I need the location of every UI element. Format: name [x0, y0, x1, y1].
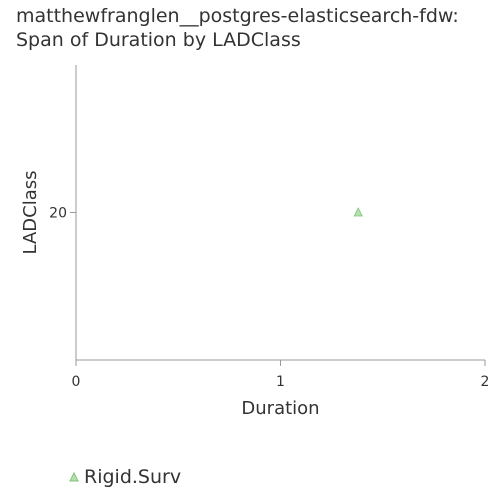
- x-tick-label: 0: [72, 374, 81, 390]
- data-points: [353, 207, 363, 217]
- chart-title: matthewfranglen__postgres-elasticsearch-…: [16, 4, 496, 52]
- data-point-triangle: [353, 207, 363, 217]
- x-tick-label: 1: [276, 374, 285, 390]
- y-axis-label: LADClass: [20, 171, 41, 255]
- legend-triangle-icon: [69, 471, 79, 482]
- x-axis-label: Duration: [241, 398, 319, 419]
- x-tick-label: 2: [481, 374, 490, 390]
- x-axis-ticks: 0 1 2: [72, 360, 490, 390]
- chart-title-line-1: matthewfranglen__postgres-elasticsearch-…: [16, 5, 459, 27]
- chart-title-line-2: Span of Duration by LADClass: [16, 29, 301, 51]
- y-tick-label: 20: [49, 206, 67, 222]
- legend-label-rigid-surv: Rigid.Surv: [84, 466, 182, 488]
- y-axis-ticks: 20: [49, 206, 76, 222]
- legend: Rigid.Surv: [68, 465, 181, 489]
